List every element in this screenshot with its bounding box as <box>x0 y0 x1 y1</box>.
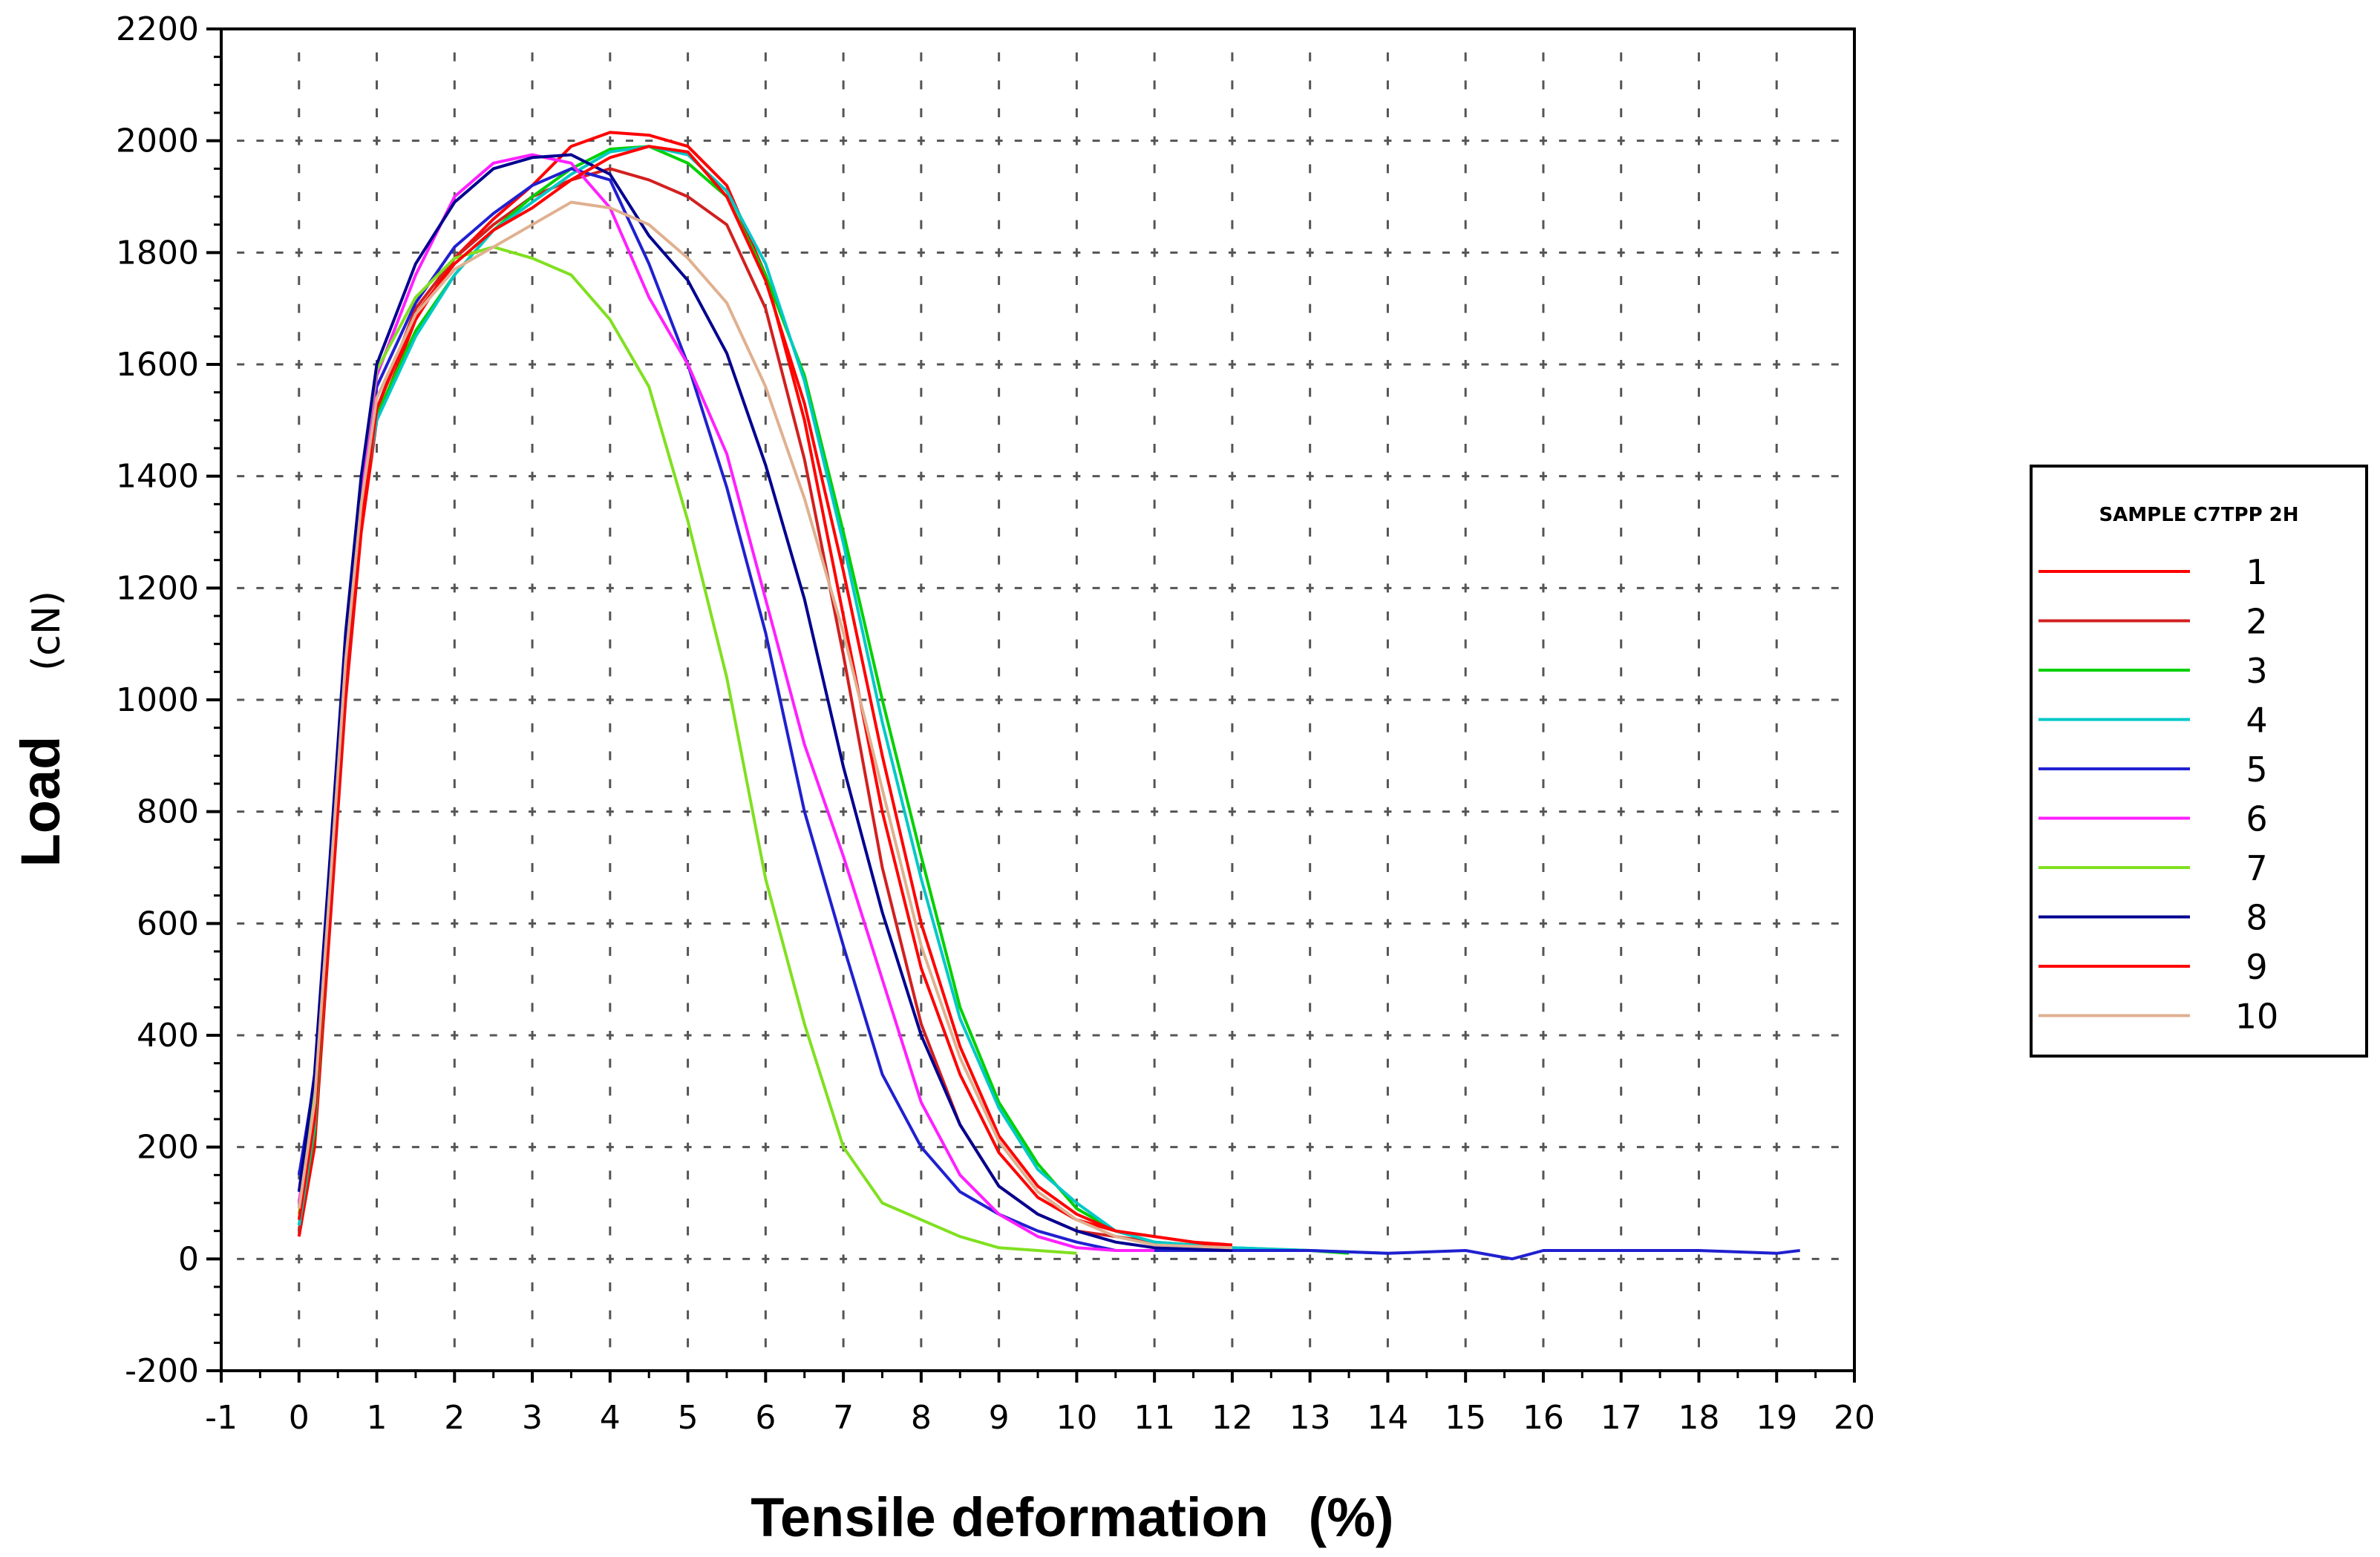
x-tick-label: 5 <box>678 1399 699 1437</box>
legend-label-3: 3 <box>2246 651 2267 691</box>
legend-entries: 1 2 3 4 5 6 7 8 9 10 <box>2039 552 2278 1037</box>
series-line-9 <box>297 145 1233 1250</box>
x-tick-label: 6 <box>755 1399 776 1437</box>
legend-title: SAMPLE C7TPP 2H <box>2099 504 2298 526</box>
legend-box <box>2030 465 2368 1058</box>
x-tick-label: 1 <box>367 1399 388 1437</box>
y-tick-label: 400 <box>137 1017 199 1055</box>
x-tick-label: -1 <box>205 1399 238 1437</box>
y-axis-unit: (cN) <box>24 591 69 671</box>
x-tick-label: 0 <box>289 1399 310 1437</box>
x-axis-title: Tensile deformation (%) <box>751 1486 1393 1548</box>
x-tick-label: 3 <box>522 1399 543 1437</box>
x-tick-label: 11 <box>1134 1399 1175 1437</box>
x-tick-label: 7 <box>833 1399 854 1437</box>
x-axis-unit: (%) <box>1308 1486 1393 1548</box>
legend-label-8: 8 <box>2246 898 2267 938</box>
x-tick-label: 17 <box>1601 1399 1642 1437</box>
legend-label-5: 5 <box>2246 750 2267 790</box>
legend-label-10: 10 <box>2235 997 2279 1037</box>
y-tick-label: 600 <box>137 905 199 943</box>
x-tick-label: 10 <box>1056 1399 1097 1437</box>
x-tick-label: 18 <box>1678 1399 1719 1437</box>
x-tick-label: 14 <box>1367 1399 1408 1437</box>
y-tick-label: 1600 <box>116 346 199 384</box>
y-tick-label: 1800 <box>116 234 199 272</box>
y-axis-title: Load (cN) <box>10 591 71 867</box>
axis-ticks: -1 0 1 2 3 4 5 6 7 8 9 10 11 12 13 14 15 16 17 18 19 20-20002… <box>116 10 1875 1437</box>
y-tick-label: 1000 <box>116 681 199 719</box>
x-tick-label: 15 <box>1445 1399 1486 1437</box>
y-tick-label: 2000 <box>116 122 199 160</box>
y-tick-label: 0 <box>178 1240 199 1278</box>
series-line-8 <box>297 153 1232 1252</box>
series-line-10 <box>297 200 1232 1250</box>
legend-label-9: 9 <box>2246 947 2267 987</box>
legend: SAMPLE C7TPP 2H 1 2 3 4 5 6 7 8 9 10 <box>2030 465 2368 1058</box>
series-line-5 <box>297 167 1800 1261</box>
legend-label-7: 7 <box>2246 848 2267 888</box>
legend-label-4: 4 <box>2246 701 2267 741</box>
x-tick-label: 20 <box>1834 1399 1875 1437</box>
x-tick-label: 19 <box>1756 1399 1797 1437</box>
y-tick-label: -200 <box>125 1352 199 1390</box>
y-tick-label: 1400 <box>116 458 199 496</box>
x-tick-label: 8 <box>911 1399 932 1437</box>
y-tick-label: 1200 <box>116 569 199 607</box>
series-line-6 <box>297 153 1155 1252</box>
x-axis-label: Tensile deformation <box>751 1486 1269 1548</box>
y-axis-label: Load <box>10 736 71 868</box>
y-tick-label: 2200 <box>116 10 199 48</box>
legend-label-2: 2 <box>2246 602 2267 642</box>
y-tick-label: 800 <box>137 793 199 831</box>
x-tick-label: 2 <box>444 1399 465 1437</box>
x-tick-label: 13 <box>1289 1399 1331 1437</box>
series-lines <box>297 131 1800 1261</box>
legend-label-1: 1 <box>2246 552 2267 592</box>
legend-label-6: 6 <box>2246 799 2267 839</box>
x-tick-label: 4 <box>600 1399 621 1437</box>
series-line-1 <box>297 131 1233 1247</box>
x-tick-label: 16 <box>1523 1399 1564 1437</box>
x-tick-label: 12 <box>1212 1399 1253 1437</box>
x-tick-label: 9 <box>989 1399 1010 1437</box>
y-tick-label: 200 <box>137 1129 199 1167</box>
